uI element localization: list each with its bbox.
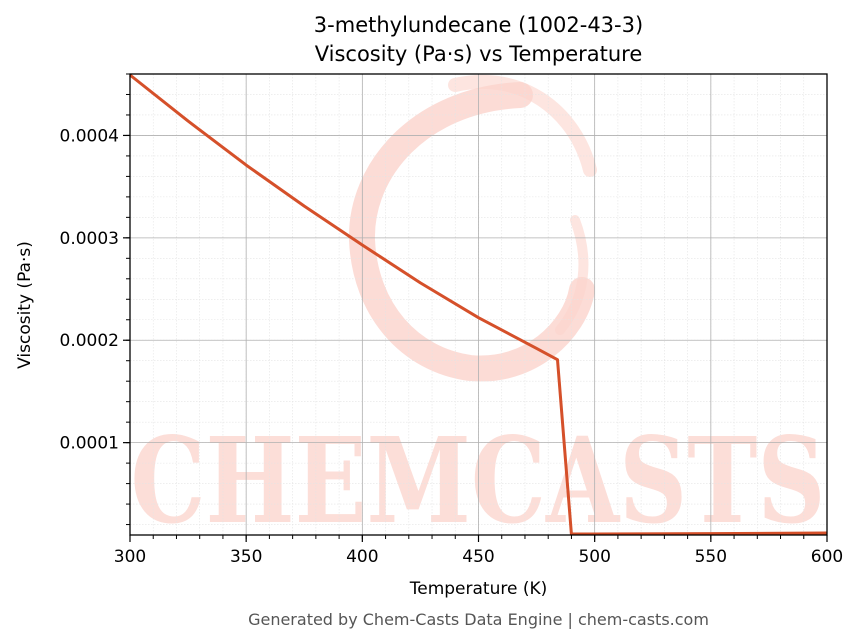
- watermark-text: CHEMCASTS: [131, 411, 826, 550]
- y-tick-label: 0.0001: [60, 434, 119, 454]
- y-axis-label: Viscosity (Pa·s): [15, 241, 35, 369]
- x-axis-label: Temperature (K): [409, 579, 548, 599]
- x-tick-label: 550: [695, 547, 727, 567]
- y-axis: 0.0001 0.0002 0.0003 0.0004: [60, 73, 130, 526]
- footer-credit: Generated by Chem-Casts Data Engine | ch…: [248, 610, 709, 629]
- x-tick-label: 300: [114, 547, 146, 567]
- x-tick-label: 450: [462, 547, 494, 567]
- x-axis: 300 350 400 450 500 550 600: [114, 535, 843, 567]
- series-line: [129, 73, 828, 536]
- x-tick-label: 400: [346, 547, 378, 567]
- x-tick-label: 600: [811, 547, 843, 567]
- y-tick-label: 0.0004: [60, 126, 119, 146]
- y-tick-label: 0.0002: [60, 331, 119, 351]
- chart-title: 3-methylundecane (1002-43-3): [314, 13, 643, 37]
- chart-subtitle: Viscosity (Pa·s) vs Temperature: [315, 42, 643, 66]
- series-layer: [129, 73, 828, 536]
- x-tick-label: 350: [230, 547, 262, 567]
- y-tick-label: 0.0003: [60, 229, 119, 249]
- x-tick-label: 500: [578, 547, 610, 567]
